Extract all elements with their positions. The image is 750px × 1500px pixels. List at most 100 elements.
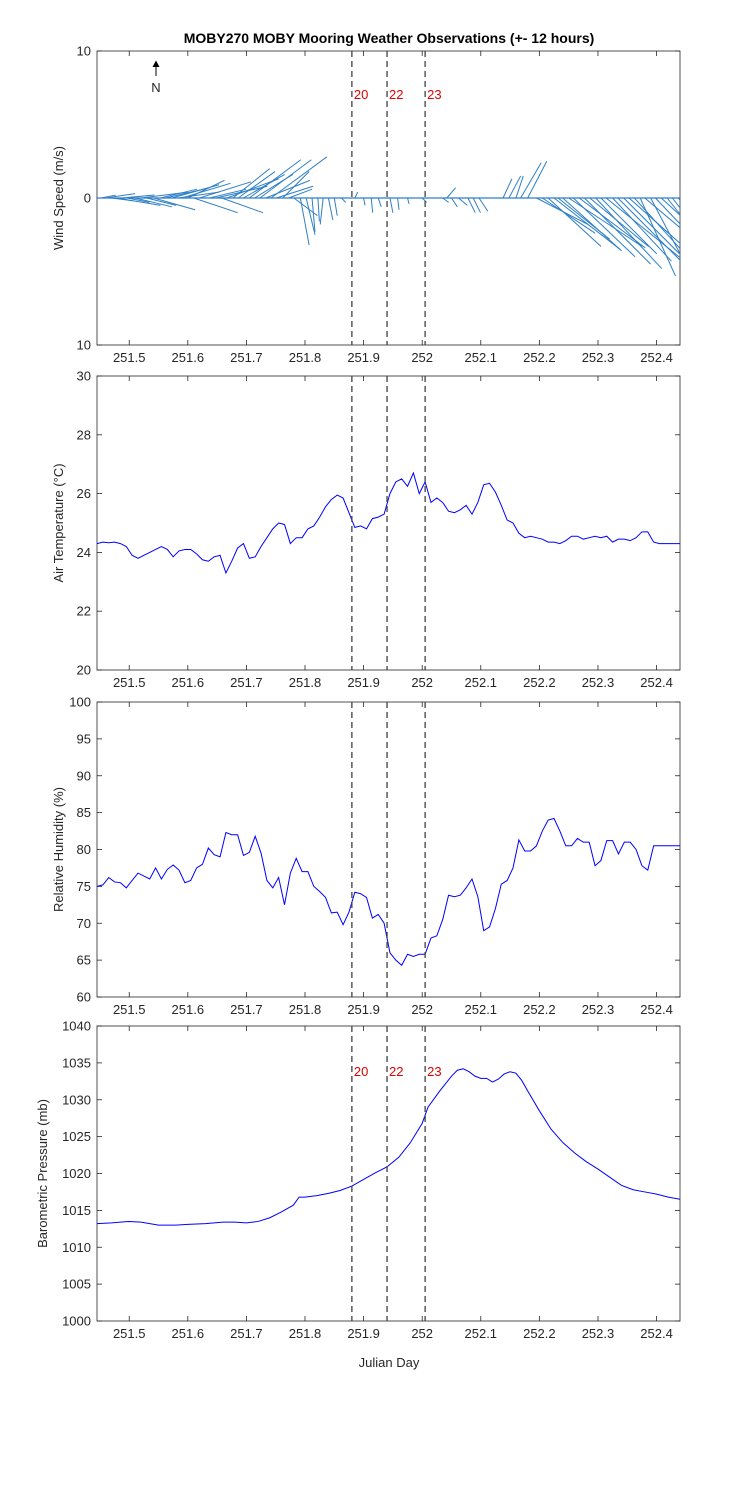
air-temp-xtick-label: 251.8	[289, 675, 322, 690]
wind-stick	[515, 175, 524, 199]
wind-stick	[542, 197, 596, 234]
pressure-data-layer	[97, 1068, 680, 1226]
pressure-xtick-label: 251.7	[230, 1326, 263, 1341]
humidity-ytick-label: 75	[77, 879, 91, 894]
pressure-ytick-label: 1040	[62, 1019, 91, 1034]
pressure-xtick-label: 252.4	[640, 1326, 673, 1341]
wind-stick	[502, 178, 513, 199]
pressure-xtick-label: 252	[411, 1326, 433, 1341]
pressure-ytick-label: 1000	[62, 1314, 91, 1329]
wind-stick	[407, 197, 410, 205]
pressure-xtick-label: 252.3	[582, 1326, 615, 1341]
wind-stick	[299, 197, 310, 246]
wind-stick	[265, 179, 311, 199]
pressure-marker-label: 20	[354, 1064, 368, 1079]
air-temp-xtick-label: 252.2	[523, 675, 556, 690]
air-temp-xtick-label: 252	[411, 675, 433, 690]
wind-stick	[282, 171, 310, 199]
wind-stick	[584, 197, 651, 265]
pressure-series-line	[97, 1068, 680, 1226]
wind-xtick-label: 252.4	[640, 350, 673, 365]
pressure-axes-box	[96, 1025, 681, 1322]
wind-stick	[442, 197, 449, 203]
north-arrow-icon	[152, 60, 160, 76]
wind-stick	[153, 197, 196, 211]
wind-stick	[116, 197, 161, 206]
wind-stick	[612, 197, 672, 262]
humidity-data-layer	[97, 817, 680, 967]
wind-stick	[127, 197, 150, 203]
wind-stick	[617, 197, 680, 261]
wind-stick	[595, 197, 663, 269]
north-arrow-head	[152, 60, 160, 67]
pressure-marker-label: 22	[389, 1064, 403, 1079]
wind-stick	[472, 197, 481, 213]
wind-stick	[573, 197, 636, 258]
pressure-ytick-label: 1025	[62, 1129, 91, 1144]
air-temp-ytick-label: 20	[77, 663, 91, 678]
wind-ytick-label: 10	[77, 338, 91, 353]
wind-xtick-label: 251.8	[289, 350, 322, 365]
wind-stick	[232, 168, 270, 199]
north-label: N	[151, 80, 160, 95]
wind-stick	[671, 197, 680, 209]
wind-stick	[666, 197, 680, 215]
wind-stick	[237, 171, 276, 199]
wind-speed-panel: 251.5 251.6 251.7 251.8 251.9 252 252.1 252.2 25…	[51, 44, 681, 365]
humidity-ytick-label: 85	[77, 805, 91, 820]
wind-stick	[600, 197, 658, 255]
wind-stick	[243, 174, 285, 199]
pressure-xtick-label: 251.5	[113, 1326, 146, 1341]
wind-stick	[363, 197, 366, 206]
wind-stick	[181, 182, 231, 199]
pressure-ytick-label: 1035	[62, 1055, 91, 1070]
humidity-xtick-label: 252.1	[465, 1002, 498, 1017]
air-temp-ytick-label: 26	[77, 486, 91, 501]
pressure-ytick-label: 1015	[62, 1203, 91, 1218]
wind-stick	[467, 197, 476, 213]
air-temp-y-axis-label: Air Temperature (°C)	[51, 463, 66, 582]
humidity-ytick-label: 70	[77, 916, 91, 931]
humidity-xtick-label: 252.3	[582, 1002, 615, 1017]
wind-stick	[288, 188, 313, 199]
air-temp-xtick-label: 252.4	[640, 675, 673, 690]
air-temp-xtick-label: 251.7	[230, 675, 263, 690]
humidity-xtick-label: 251.8	[289, 1002, 322, 1017]
wind-stick	[101, 194, 116, 199]
pressure-ytick-label: 1030	[62, 1092, 91, 1107]
air-temp-ytick-label: 28	[77, 427, 91, 442]
pressure-ytick-label: 1010	[62, 1240, 91, 1255]
wind-stick	[446, 187, 456, 199]
wind-stick	[187, 179, 225, 199]
wind-stick	[562, 197, 622, 252]
humidity-axes-box	[96, 701, 681, 998]
humidity-xtick-label: 251.9	[347, 1002, 380, 1017]
air-temp-axes-box	[96, 375, 681, 671]
wind-stick	[311, 197, 316, 232]
wind-stick	[105, 193, 136, 199]
wind-stick	[270, 156, 328, 199]
air-temp-ytick-label: 22	[77, 604, 91, 619]
air-temp-data-layer	[97, 471, 680, 575]
wind-stick	[520, 162, 542, 199]
chart-title: MOBY270 MOBY Mooring Weather Observation…	[184, 30, 595, 46]
wind-stick	[146, 197, 177, 206]
air-temp-xtick-label: 252.3	[582, 675, 615, 690]
humidity-series-line	[97, 817, 680, 967]
x-axis-label: Julian Day	[359, 1355, 420, 1370]
wind-stick	[370, 197, 374, 213]
wind-stick	[389, 197, 394, 213]
wind-stick	[639, 197, 676, 277]
wind-xtick-label: 252	[411, 350, 433, 365]
pressure-y-axis-label: Barometric Pressure (mb)	[35, 1099, 50, 1248]
wind-marker-label: 22	[389, 87, 403, 102]
humidity-ytick-label: 65	[77, 953, 91, 968]
pressure-xtick-label: 252.1	[465, 1326, 498, 1341]
wind-stick	[333, 197, 338, 216]
humidity-ytick-label: 95	[77, 731, 91, 746]
wind-xtick-label: 251.5	[113, 350, 146, 365]
wind-stick	[134, 197, 172, 208]
wind-ytick-label: 0	[84, 191, 91, 206]
barometric-pressure-panel: 251.5 251.6 251.7 251.8 251.9 252 252.1 252.2 25…	[35, 1019, 681, 1341]
humidity-xtick-label: 252.2	[523, 1002, 556, 1017]
